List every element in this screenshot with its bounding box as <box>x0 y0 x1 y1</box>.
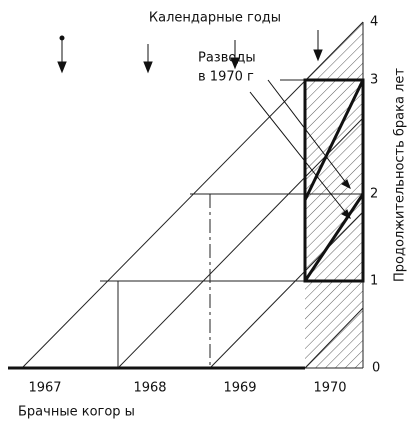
annotation-line: Разводы <box>198 51 256 66</box>
x-label: 1969 <box>223 381 256 396</box>
hatched-area <box>305 22 363 368</box>
y-label: 1 <box>370 274 378 289</box>
y-label: 0 <box>372 361 380 376</box>
x-label: 1968 <box>133 381 166 396</box>
annotation-arrows <box>249 79 351 220</box>
annotation-line: в 1970 г <box>198 70 254 85</box>
x-label: 1967 <box>28 381 61 396</box>
title: Календарные годы <box>149 11 281 26</box>
x-axis-title: Брачные когор ы <box>18 405 135 420</box>
x-label: 1970 <box>313 381 346 396</box>
y-label: 2 <box>370 187 378 202</box>
y-label: 3 <box>370 73 378 88</box>
highlight-box <box>8 78 365 370</box>
y-axis-title: Продолжительность брака лет <box>393 68 408 282</box>
y-label: 4 <box>370 15 378 30</box>
year-arrows <box>57 30 323 74</box>
